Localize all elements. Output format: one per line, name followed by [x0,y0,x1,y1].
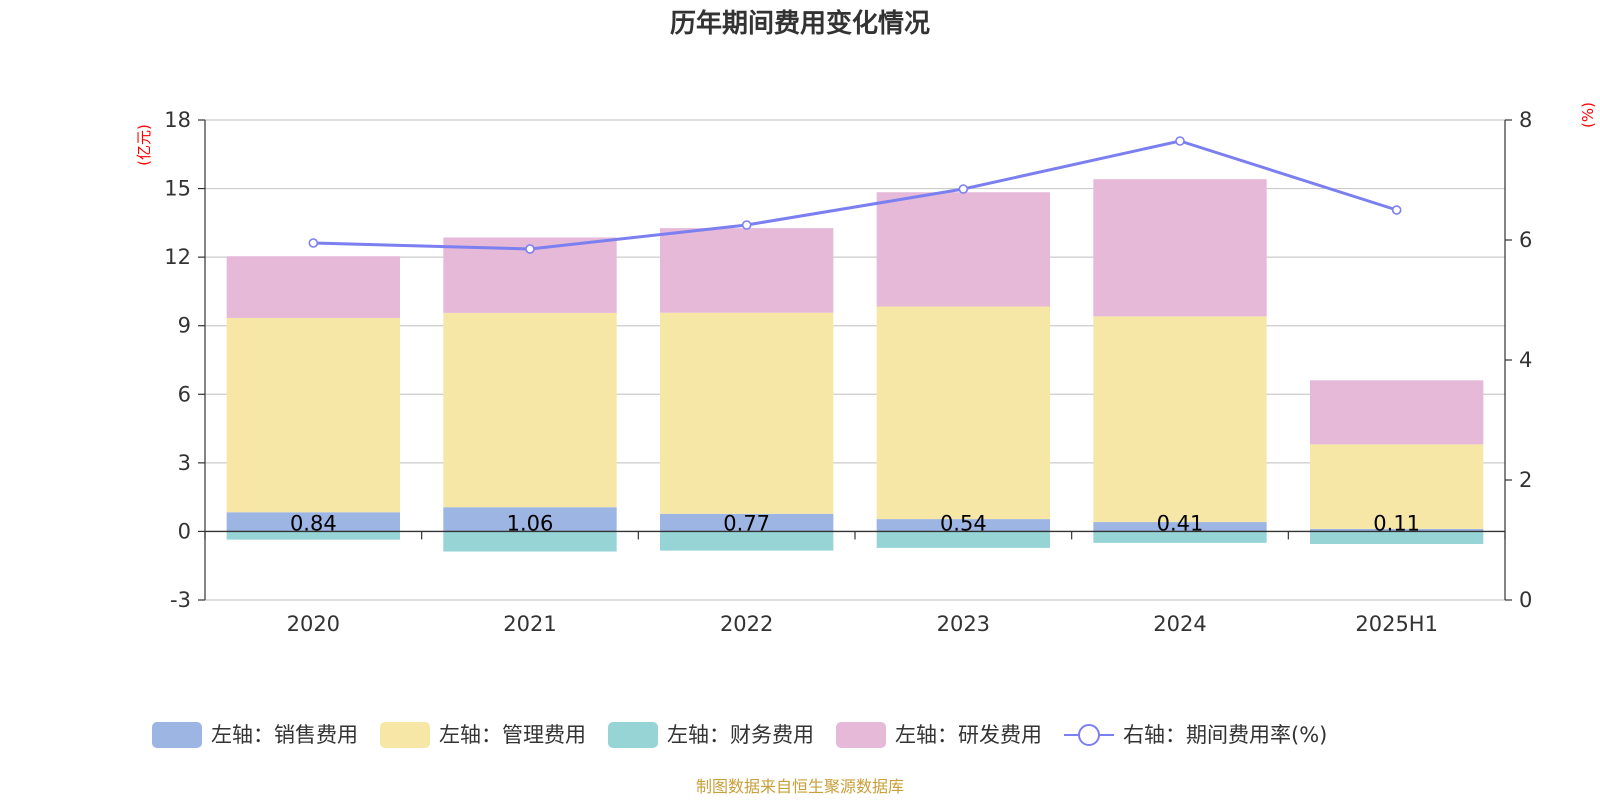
grid-lines [205,119,1505,601]
x-axis-tick-label: 2022 [720,612,773,636]
left-axis-unit: (亿元) [135,124,153,166]
bar-segment [443,507,617,532]
left-axis-tick-label: 15 [164,177,191,201]
x-axis-tick-label: 2021 [503,612,556,636]
left-axis-tick-label: -3 [170,588,191,612]
legend-label: 左轴：管理费用 [439,723,586,747]
x-axis-tick-label: 2025H1 [1355,612,1438,636]
left-axis-tick-label: 9 [178,314,191,338]
bar-segment [226,256,400,318]
bar-segment [1093,531,1267,543]
bar-segment [443,312,617,508]
right-axis-tick-label: 6 [1519,228,1532,252]
bar-segment [226,512,400,532]
bar-segment [226,531,400,540]
bar-segment [1093,316,1267,523]
x-axis-tick-label: 2020 [287,612,340,636]
legend-label: 左轴：销售费用 [211,723,358,747]
bar-segment [660,531,834,551]
legend: 左轴：销售费用 左轴：管理费用 左轴：财务费用 左轴：研发费用 右轴：期间费用率(%) [152,722,1327,748]
data-label: 1.06 [507,511,554,535]
bar-segment [1310,531,1484,544]
data-label: 0.77 [723,511,770,535]
bar-segment [660,228,834,313]
bar-segment [1093,522,1267,532]
x-axis-tick-label: 2024 [1153,612,1206,636]
data-label: 0.84 [290,511,337,535]
rate-point [525,244,535,254]
chart-title: 历年期间费用变化情况 [670,8,930,39]
data-label: 0.54 [940,511,987,535]
bar-segment [660,312,834,514]
bar-segment [1093,179,1267,317]
bar-segment [443,531,617,552]
legend-color-swatch [836,722,886,748]
x-axis-tick-label: 2023 [937,612,990,636]
left-axis-tick-label: 18 [164,108,191,132]
source-note: 制图数据来自恒生聚源数据库 [696,777,904,796]
legend-color-swatch [608,722,658,748]
bar-segment [660,513,834,532]
left-axis-tick-label: 0 [178,519,191,543]
axes: -3 0 3 6 9 12 15 18 0 2 4 6 8 2020 2021 2022 2023 2024 202… [164,108,1532,636]
right-axis-tick-label: 0 [1519,588,1532,612]
left-axis-tick-label: 12 [164,245,191,269]
legend-label: 左轴：研发费用 [895,723,1042,747]
legend-color-swatch [380,722,430,748]
right-axis-tick-label: 4 [1519,348,1532,372]
right-axis-tick-label: 8 [1519,108,1532,132]
bar-segment [1310,444,1484,529]
bar-segment [876,192,1050,307]
left-axis-tick-label: 3 [178,451,191,475]
legend-color-swatch [152,722,202,748]
rate-point [1175,136,1185,146]
bar-segment [1310,528,1484,532]
bar-segment [876,531,1050,548]
right-axis-unit: (%) [1579,102,1597,128]
left-axis-tick-label: 6 [178,382,191,406]
right-axis-tick-label: 2 [1519,468,1532,492]
data-label: 0.11 [1373,511,1420,535]
bar-segment [876,306,1050,520]
rate-line [313,139,1398,251]
bar-segment [876,519,1050,532]
legend-marker-swatch [1078,724,1100,746]
legend-label: 左轴：财务费用 [667,723,814,747]
rate-line-group [308,136,1402,254]
rate-point [1391,205,1402,215]
legend-label: 右轴：期间费用率(%) [1123,723,1327,747]
rate-point [741,220,752,230]
data-labels: 0.84 1.06 0.77 0.54 0.41 0.11 [290,511,1420,535]
data-label: 0.41 [1157,511,1204,535]
bar-group [226,179,1484,552]
rate-point [958,184,969,194]
rate-point [308,238,319,248]
bar-segment [226,317,400,513]
bar-segment [1310,380,1484,445]
